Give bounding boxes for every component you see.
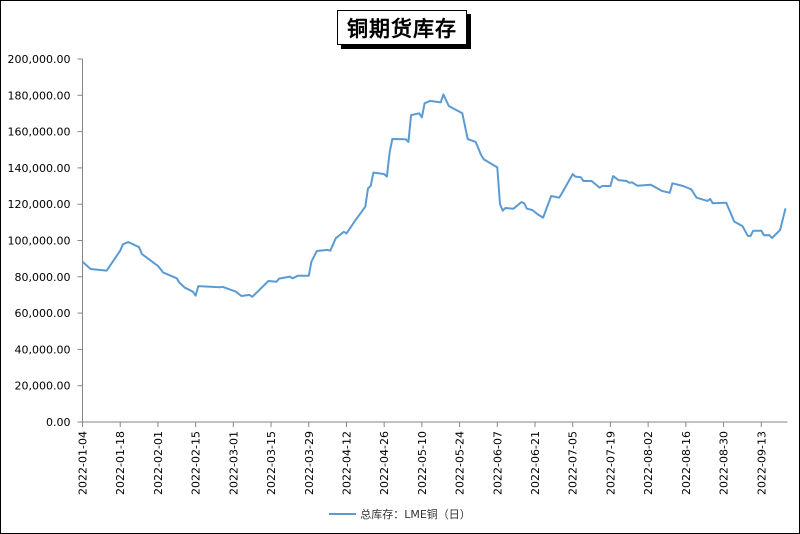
x-tick-label: 2022-05-10 — [416, 431, 429, 495]
x-tick-label: 2022-08-02 — [642, 431, 655, 495]
x-axis-ticks: 2022-01-04 2022-01-18 2022-02-01 2022-02-15… — [77, 422, 768, 495]
x-tick-label: 2022-02-15 — [190, 431, 203, 495]
x-tick-label: 2022-09-13 — [755, 431, 768, 495]
y-tick-label: 120,000.00 — [8, 198, 71, 211]
axes — [82, 59, 788, 423]
x-tick-label: 2022-04-12 — [340, 431, 353, 495]
x-tick-label: 2022-08-16 — [680, 431, 693, 495]
x-tick-label: 2022-06-21 — [529, 431, 542, 495]
y-tick-label: 0.00 — [46, 416, 71, 429]
chart-title: 铜期货库存 — [337, 10, 467, 45]
series-lines — [81, 93, 787, 298]
y-tick-label: 60,000.00 — [15, 307, 71, 320]
y-tick-label: 160,000.00 — [8, 126, 71, 139]
y-tick-label: 80,000.00 — [15, 271, 71, 284]
series-line-0 — [81, 93, 787, 298]
x-tick-label: 2022-05-24 — [454, 431, 467, 495]
x-tick-label: 2022-03-29 — [303, 431, 316, 495]
y-tick-label: 20,000.00 — [15, 380, 71, 393]
y-tick-label: 180,000.00 — [8, 89, 71, 102]
x-tick-label: 2022-02-01 — [152, 431, 165, 495]
y-axis-ticks: 0.00 20,000.00 40,000.00 60,000.00 80,000.00… — [8, 53, 83, 429]
x-tick-label: 2022-06-07 — [491, 431, 504, 495]
x-tick-label: 2022-01-18 — [114, 431, 127, 495]
x-tick-label: 2022-08-30 — [718, 431, 731, 495]
y-tick-label: 100,000.00 — [8, 235, 71, 248]
x-tick-label: 2022-03-01 — [227, 431, 240, 495]
y-tick-label: 140,000.00 — [8, 162, 71, 175]
x-tick-label: 2022-04-26 — [378, 431, 391, 495]
y-tick-label: 200,000.00 — [8, 53, 71, 66]
x-tick-label: 2022-01-04 — [77, 431, 90, 495]
legend-line-swatch — [329, 513, 357, 515]
x-tick-label: 2022-07-19 — [604, 431, 617, 495]
x-tick-label: 2022-07-05 — [567, 431, 580, 495]
x-tick-label: 2022-03-15 — [265, 431, 278, 495]
legend: 总库存：LME铜（日） — [1, 506, 799, 522]
y-tick-label: 40,000.00 — [15, 343, 71, 356]
legend-label: 总库存：LME铜（日） — [360, 508, 471, 521]
